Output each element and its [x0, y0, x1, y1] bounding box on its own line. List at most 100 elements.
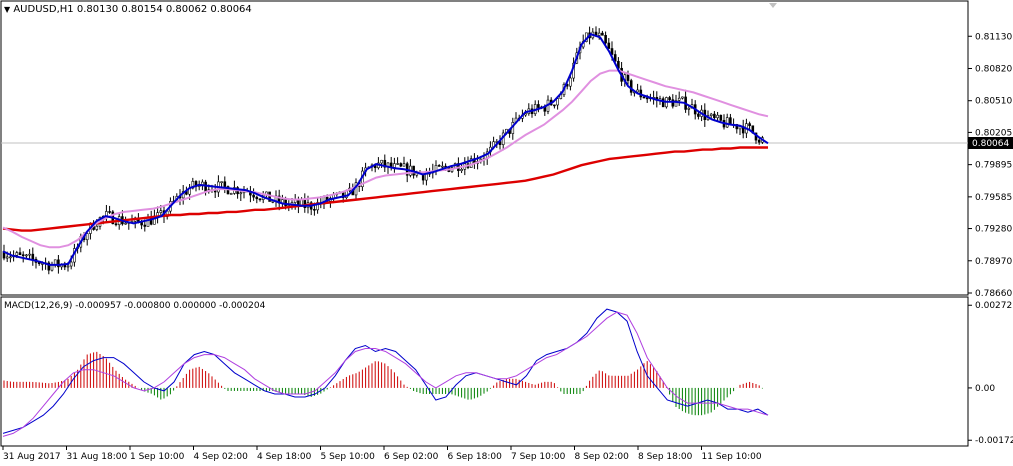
candle-body [25, 254, 28, 257]
macd-panel[interactable] [0, 296, 969, 447]
candle-body [748, 123, 751, 127]
current-price-badge [968, 137, 1013, 149]
macd-tick-label: -0.001726 [975, 436, 1013, 446]
candle-body [553, 104, 556, 107]
candle-body [143, 224, 147, 227]
candle-body [610, 48, 614, 55]
candle-body [95, 225, 99, 230]
candle-body [21, 254, 25, 257]
time-tick-label: 6 Sep 18:00 [448, 452, 503, 462]
time-tick-label: 4 Sep 18:00 [257, 452, 312, 462]
candle-body [719, 114, 723, 121]
candle-body [674, 100, 678, 107]
candle-body [716, 114, 719, 119]
candle-body [629, 80, 633, 93]
candle-body [85, 233, 89, 241]
current-price-label: 0.80064 [972, 139, 1009, 149]
price-tick-label: 0.81130 [975, 32, 1012, 42]
candle-body [607, 42, 611, 49]
macd-header: MACD(12,26,9) -0.000957 -0.000800 0.0000… [4, 301, 265, 311]
candle-body [313, 208, 316, 211]
candle-body [57, 259, 60, 268]
candle-body [255, 196, 259, 200]
candle-body [626, 74, 630, 81]
candle-body [380, 159, 383, 164]
candle-body [460, 169, 463, 172]
candle-body [681, 96, 684, 99]
candle-body [18, 252, 22, 255]
candle-body [713, 113, 716, 119]
candle-body [437, 165, 441, 167]
time-tick-label: 31 Aug 2017 [3, 452, 61, 462]
price-panel[interactable] [0, 0, 969, 296]
candle-body [268, 191, 271, 202]
time-tick-label: 11 Sep 10:00 [702, 452, 762, 462]
candle-body [124, 222, 127, 225]
fast-ma-line [2, 33, 769, 266]
time-tick-label: 4 Sep 02:00 [194, 452, 249, 462]
candle-body [425, 173, 428, 181]
macd-label: MACD(12,26,9) -0.000957 -0.000800 0.0000… [4, 301, 266, 311]
candle-body [204, 181, 207, 192]
time-tick-label: 1 Sep 10:00 [130, 452, 185, 462]
candle-body [396, 163, 399, 165]
price-axis: 0.81130 0.80820 0.80510 0.80205 0.79895 0.795… [968, 32, 1013, 446]
candle-body [757, 139, 761, 143]
price-tick-label: 0.79585 [975, 193, 1012, 203]
shift-marker-icon[interactable] [769, 3, 777, 8]
candle-body [383, 159, 387, 168]
candle-body [229, 193, 233, 195]
menu-triangle-icon[interactable]: ▼ [4, 5, 11, 14]
candle-body [316, 202, 319, 211]
chart-header: ▼ AUDUSD,H1 0.80130 0.80154 0.80062 0.80… [4, 4, 252, 15]
candle-body [393, 163, 396, 168]
candle-body [469, 158, 473, 168]
candle-body [677, 97, 681, 101]
macd-lines-layer [2, 308, 769, 437]
candle-body [252, 194, 255, 198]
candle-body [613, 54, 617, 62]
macd-signal-line [2, 311, 769, 437]
candle-body [47, 262, 51, 271]
time-tick-label: 5 Sep 10:00 [321, 452, 376, 462]
candle-body [441, 165, 444, 168]
price-tick-label: 0.79280 [975, 225, 1012, 235]
candle-body [293, 199, 297, 203]
price-tick-label: 0.80205 [975, 128, 1012, 138]
price-tick-label: 0.80820 [975, 64, 1012, 74]
candle-body [220, 181, 223, 184]
candle-body [31, 253, 35, 260]
candle-body [537, 104, 540, 108]
candle-body [399, 163, 403, 167]
candle-body [725, 117, 729, 128]
price-tick-label: 0.79895 [975, 161, 1012, 171]
candle-body [668, 97, 671, 100]
candle-body [661, 98, 665, 108]
long-ma-line [2, 146, 768, 232]
candle-body [687, 107, 691, 110]
candle-body [697, 113, 700, 117]
candle-body [66, 265, 70, 268]
candle-body [28, 253, 31, 256]
candle-body [645, 97, 649, 100]
candle-body [108, 211, 111, 213]
candle-body [556, 98, 559, 106]
ohlc-values: 0.80130 0.80154 0.80062 0.80064 [76, 4, 252, 15]
candle-body [191, 181, 195, 189]
candle-body [15, 252, 19, 256]
macd-tick-label: 0.00 [975, 384, 995, 394]
candle-body [159, 210, 163, 213]
candle-body [239, 192, 243, 195]
macd-tick-label: 0.002727 [975, 301, 1013, 311]
candle-body [258, 198, 262, 201]
candle-body [5, 256, 9, 259]
time-tick-label: 7 Sep 10:00 [511, 452, 566, 462]
macd-histogram-layer [3, 351, 763, 416]
candle-body [9, 256, 12, 259]
candle-body [709, 113, 713, 116]
time-axis: 31 Aug 2017 31 Aug 18:00 1 Sep 10:00 4 Sep … [2, 446, 762, 462]
time-tick-label: 8 Sep 18:00 [638, 452, 693, 462]
candle-body [671, 99, 675, 107]
time-tick-label: 8 Sep 02:00 [575, 452, 630, 462]
